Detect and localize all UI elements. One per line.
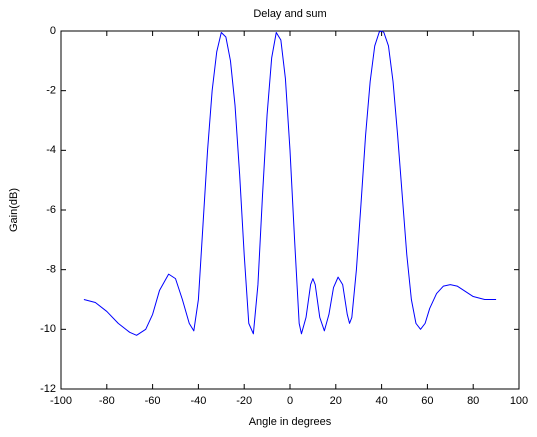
x-tick-label: -40 (190, 395, 206, 407)
y-tick-label: -12 (40, 383, 56, 395)
x-tick-label: -20 (236, 395, 252, 407)
x-tick-label: 60 (421, 395, 433, 407)
y-tick-label: -10 (40, 323, 56, 335)
x-tick-label: 0 (287, 395, 293, 407)
x-tick-label: -60 (145, 395, 161, 407)
y-tick-label: -4 (46, 144, 56, 156)
data-line (83, 30, 497, 336)
x-tick-label: 80 (467, 395, 479, 407)
y-tick-label: -6 (46, 204, 56, 216)
y-tick-label: -2 (46, 85, 56, 97)
y-tick-label: -8 (46, 264, 56, 276)
x-axis-label: Angle in degrees (249, 416, 332, 428)
x-tick-label: -100 (50, 395, 72, 407)
y-tick-label: 0 (50, 25, 56, 37)
y-axis-label: Gain(dB) (8, 188, 20, 232)
chart-title: Delay and sum (253, 8, 326, 20)
x-tick-label: 20 (330, 395, 342, 407)
x-tick-label: 100 (510, 395, 528, 407)
x-tick-label: 40 (375, 395, 387, 407)
plot-frame (60, 30, 520, 390)
x-tick-label: -80 (99, 395, 115, 407)
